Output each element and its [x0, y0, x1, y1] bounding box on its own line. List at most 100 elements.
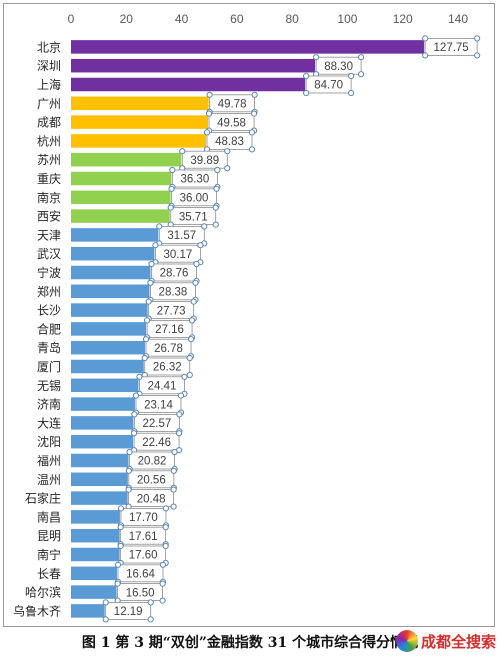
data-label: 22.57 [142, 418, 171, 430]
data-label-box [120, 507, 167, 526]
selection-handle [114, 580, 121, 587]
selection-handle [197, 242, 204, 249]
selection-handle [132, 392, 140, 399]
selection-handle [187, 336, 195, 343]
data-label-box [120, 526, 167, 545]
selection-handle [159, 561, 167, 568]
selection-handle [212, 204, 219, 211]
data-label: 36.00 [180, 193, 209, 205]
bar [71, 604, 105, 618]
selection-handle [357, 71, 365, 78]
data-label: 88.30 [324, 61, 353, 73]
data-label: 31.57 [167, 230, 196, 242]
bar [71, 585, 117, 599]
selection-handle [131, 411, 138, 418]
bar [71, 228, 159, 242]
category-label: 长春 [37, 567, 61, 581]
selection-handle [203, 129, 211, 136]
bar [71, 96, 209, 111]
data-label: 23.14 [144, 399, 173, 411]
category-label: 重庆 [37, 172, 61, 186]
data-label-box [117, 583, 164, 601]
data-label: 35.71 [179, 211, 208, 223]
selection-handle [177, 392, 185, 399]
bar [71, 246, 155, 261]
data-label-box [148, 301, 195, 320]
selection-handle [474, 35, 481, 42]
bar [71, 416, 134, 430]
selection-handle [125, 467, 132, 474]
bar [71, 265, 151, 280]
bar [71, 40, 425, 54]
data-label-box [145, 338, 192, 357]
selection-handle [251, 91, 258, 98]
category-label: 广州 [37, 97, 61, 111]
selection-handle [303, 89, 310, 97]
data-label-box [105, 602, 152, 620]
data-label-box [171, 188, 217, 207]
x-tick-label: 120 [393, 12, 413, 26]
data-label: 28.76 [160, 268, 189, 280]
data-label-box [150, 282, 196, 301]
selection-handle [159, 580, 166, 587]
selection-handle [156, 223, 163, 230]
bar [71, 134, 206, 148]
x-tick-label: 40 [175, 12, 189, 26]
selection-handle [152, 242, 159, 249]
data-label: 39.89 [190, 155, 219, 167]
data-label: 49.58 [217, 117, 246, 129]
category-label: 南宁 [37, 547, 61, 562]
selection-handle [159, 597, 166, 604]
data-label-box [139, 376, 185, 395]
selection-handle [224, 165, 231, 172]
data-label-box [144, 357, 191, 376]
selection-handle [214, 166, 221, 174]
data-label-box [128, 489, 175, 508]
data-label: 16.50 [126, 587, 155, 599]
x-tick-label: 100 [337, 12, 357, 26]
data-label-box [315, 56, 362, 75]
bar [71, 528, 120, 543]
bar [71, 209, 170, 223]
bar [71, 547, 120, 562]
selection-handle [213, 185, 220, 192]
selection-handle [181, 373, 188, 380]
bar [71, 171, 172, 186]
selection-handle [193, 260, 200, 268]
data-label: 22.46 [142, 437, 171, 449]
category-label: 温州 [37, 473, 61, 487]
selection-handle [250, 110, 258, 117]
bar [71, 359, 144, 374]
selection-handle [117, 542, 124, 550]
watermark-text: 成都全搜索 [420, 632, 496, 651]
selection-handle [162, 524, 169, 531]
category-label: 厦门 [37, 359, 61, 374]
x-tick-label: 140 [448, 12, 468, 26]
selection-handle [170, 467, 177, 474]
selection-handle [136, 373, 143, 380]
data-label-box [158, 225, 205, 244]
selection-handle [357, 54, 365, 61]
x-axis: 0 20 40 60 80 100 120 140 [68, 12, 469, 26]
category-label: 青岛 [37, 340, 61, 355]
category-label: 沈阳 [37, 434, 61, 449]
selection-handle [145, 298, 152, 305]
selection-handle [176, 411, 183, 418]
category-label: 济南 [37, 397, 61, 412]
watermark-logo-icon [395, 630, 418, 652]
selection-handle [224, 148, 231, 155]
category-label: 昆明 [37, 529, 61, 543]
category-label: 杭州 [37, 133, 61, 148]
selection-handle [141, 354, 148, 362]
data-label: 49.78 [218, 99, 247, 111]
selection-handle [422, 35, 429, 42]
category-label: 哈尔滨 [25, 585, 61, 600]
figure-caption: 图 1 第 3 期“双创”金融指数 31 个城市综合得分情况 [81, 635, 419, 651]
data-label: 36.30 [180, 174, 209, 186]
data-label-box [129, 451, 175, 470]
bar [71, 322, 147, 336]
selection-handle [248, 129, 256, 136]
x-tick-label: 80 [285, 12, 299, 26]
bar [71, 190, 171, 205]
watermark: 成都全搜索 [395, 630, 496, 652]
